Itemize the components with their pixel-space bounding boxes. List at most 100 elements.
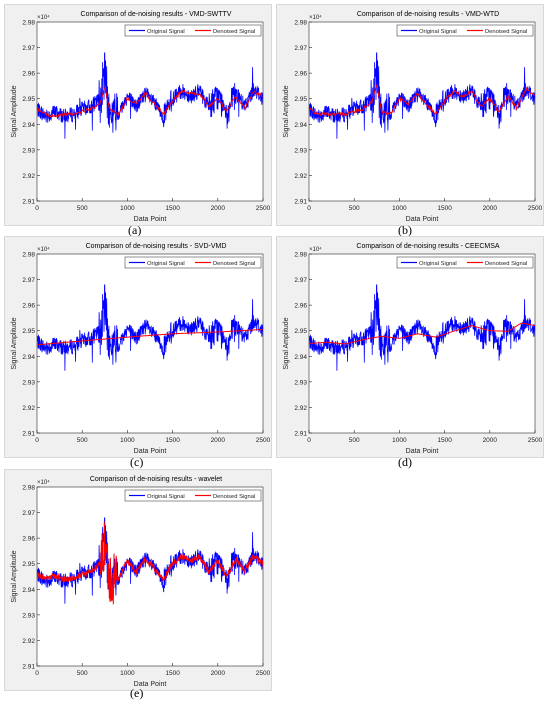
y-tick-label: 2.94 xyxy=(294,122,307,129)
series-line-original xyxy=(37,284,263,371)
y-axis-label: Signal Amplitude xyxy=(283,85,290,137)
y-tick-label: 2.94 xyxy=(294,354,307,361)
y-tick-label: 2.97 xyxy=(22,277,35,284)
y-tick-label: 2.94 xyxy=(22,354,35,361)
x-tick-label: 1500 xyxy=(165,670,180,677)
series-group xyxy=(309,284,535,371)
series-line-denoised xyxy=(37,329,263,346)
x-tick-label: 2000 xyxy=(211,437,226,444)
y-tick-label: 2.96 xyxy=(294,71,307,78)
y-tick-label: 2.91 xyxy=(294,431,307,438)
x-axis-label: Data Point xyxy=(406,216,439,223)
chart-svg: Comparison of de-noising results - wavel… xyxy=(11,476,271,688)
y-tick-label: 2.94 xyxy=(22,587,35,594)
x-tick-label: 1500 xyxy=(437,437,452,444)
y-tick-label: 2.98 xyxy=(22,485,35,492)
series-line-original xyxy=(309,52,535,139)
y-tick-label: 2.95 xyxy=(22,96,35,103)
chart-title: Comparison of de-noising results - VMD-W… xyxy=(357,11,499,18)
y-tick-label: 2.91 xyxy=(22,199,35,206)
x-tick-label: 2500 xyxy=(256,437,271,444)
x-tick-label: 1000 xyxy=(120,205,135,212)
y-exponent-label: ×10⁴ xyxy=(309,14,322,21)
y-tick-label: 2.92 xyxy=(22,405,35,412)
chart-title: Comparison of de-noising results - VMD-S… xyxy=(81,11,232,18)
x-tick-label: 0 xyxy=(307,437,311,444)
chart-panel-e: Comparison of de-noising results - wavel… xyxy=(4,469,272,691)
x-tick-label: 1000 xyxy=(120,437,135,444)
chart-svg: Comparison of de-noising results - SVD-V… xyxy=(11,243,271,455)
x-tick-label: 2500 xyxy=(256,205,271,212)
x-axis-label: Data Point xyxy=(134,681,167,688)
legend-label-original: Original Signal xyxy=(147,261,185,267)
y-tick-label: 2.93 xyxy=(294,379,307,386)
y-tick-label: 2.93 xyxy=(22,612,35,619)
series-line-denoised xyxy=(309,322,535,345)
series-line-original xyxy=(309,284,535,371)
series-group xyxy=(309,52,535,139)
y-tick-label: 2.92 xyxy=(22,173,35,180)
panel-tag-a: (a) xyxy=(128,223,142,237)
legend-label-denoised: Denoised Signal xyxy=(485,29,527,35)
x-tick-label: 0 xyxy=(307,205,311,212)
legend-label-original: Original Signal xyxy=(419,29,457,35)
x-tick-label: 2500 xyxy=(528,205,543,212)
x-tick-label: 2000 xyxy=(211,670,226,677)
y-tick-label: 2.96 xyxy=(22,536,35,543)
y-tick-label: 2.91 xyxy=(294,199,307,206)
x-axis-label: Data Point xyxy=(134,216,167,223)
y-tick-label: 2.95 xyxy=(22,328,35,335)
legend-label-denoised: Denoised Signal xyxy=(213,494,255,500)
x-tick-label: 1500 xyxy=(165,437,180,444)
x-tick-label: 1000 xyxy=(392,437,407,444)
x-tick-label: 500 xyxy=(77,670,88,677)
y-tick-label: 2.91 xyxy=(22,431,35,438)
y-tick-label: 2.98 xyxy=(294,252,307,259)
y-axis-label: Signal Amplitude xyxy=(283,317,290,369)
y-tick-label: 2.97 xyxy=(294,277,307,284)
y-tick-label: 2.94 xyxy=(22,122,35,129)
y-tick-label: 2.95 xyxy=(294,328,307,335)
chart-title: Comparison of de-noising results - CEECM… xyxy=(356,243,499,250)
legend-label-denoised: Denoised Signal xyxy=(213,29,255,35)
y-axis-label: Signal Amplitude xyxy=(11,550,18,602)
chart-panel-c: Comparison of de-noising results - SVD-V… xyxy=(4,236,272,458)
y-exponent-label: ×10⁴ xyxy=(309,246,322,253)
x-tick-label: 1000 xyxy=(392,205,407,212)
x-tick-label: 2000 xyxy=(483,437,498,444)
x-tick-label: 2000 xyxy=(483,205,498,212)
series-group xyxy=(37,284,263,371)
y-axis-label: Signal Amplitude xyxy=(11,317,18,369)
y-tick-label: 2.93 xyxy=(22,147,35,154)
chart-panel-d: Comparison of de-noising results - CEECM… xyxy=(276,236,544,458)
x-tick-label: 0 xyxy=(35,205,39,212)
chart-svg: Comparison of de-noising results - VMD-W… xyxy=(283,11,543,223)
legend-label-original: Original Signal xyxy=(419,261,457,267)
x-tick-label: 2500 xyxy=(528,437,543,444)
series-line-denoised xyxy=(37,521,263,605)
y-exponent-label: ×10⁴ xyxy=(37,14,50,21)
legend-box xyxy=(396,256,534,269)
x-tick-label: 0 xyxy=(35,437,39,444)
y-tick-label: 2.98 xyxy=(294,20,307,27)
x-tick-label: 2500 xyxy=(256,670,271,677)
y-tick-label: 2.92 xyxy=(294,405,307,412)
y-exponent-label: ×10⁴ xyxy=(37,479,50,486)
x-axis-label: Data Point xyxy=(134,448,167,455)
y-axis-label: Signal Amplitude xyxy=(11,85,18,137)
y-tick-label: 2.98 xyxy=(22,20,35,27)
chart-svg: Comparison of de-noising results - VMD-S… xyxy=(11,11,271,223)
panel-tag-e: (e) xyxy=(130,686,144,700)
y-tick-label: 2.98 xyxy=(22,252,35,259)
series-line-denoised xyxy=(309,84,535,118)
chart-title: Comparison of de-noising results - wavel… xyxy=(90,476,222,483)
y-tick-label: 2.91 xyxy=(22,664,35,671)
chart-svg: Comparison of de-noising results - CEECM… xyxy=(283,243,543,455)
y-tick-label: 2.96 xyxy=(294,303,307,310)
series-line-denoised xyxy=(37,86,263,118)
x-axis-label: Data Point xyxy=(406,448,439,455)
y-tick-label: 2.92 xyxy=(22,638,35,645)
x-tick-label: 500 xyxy=(77,437,88,444)
chart-panel-b: Comparison of de-noising results - VMD-W… xyxy=(276,4,544,226)
x-tick-label: 1000 xyxy=(120,670,135,677)
